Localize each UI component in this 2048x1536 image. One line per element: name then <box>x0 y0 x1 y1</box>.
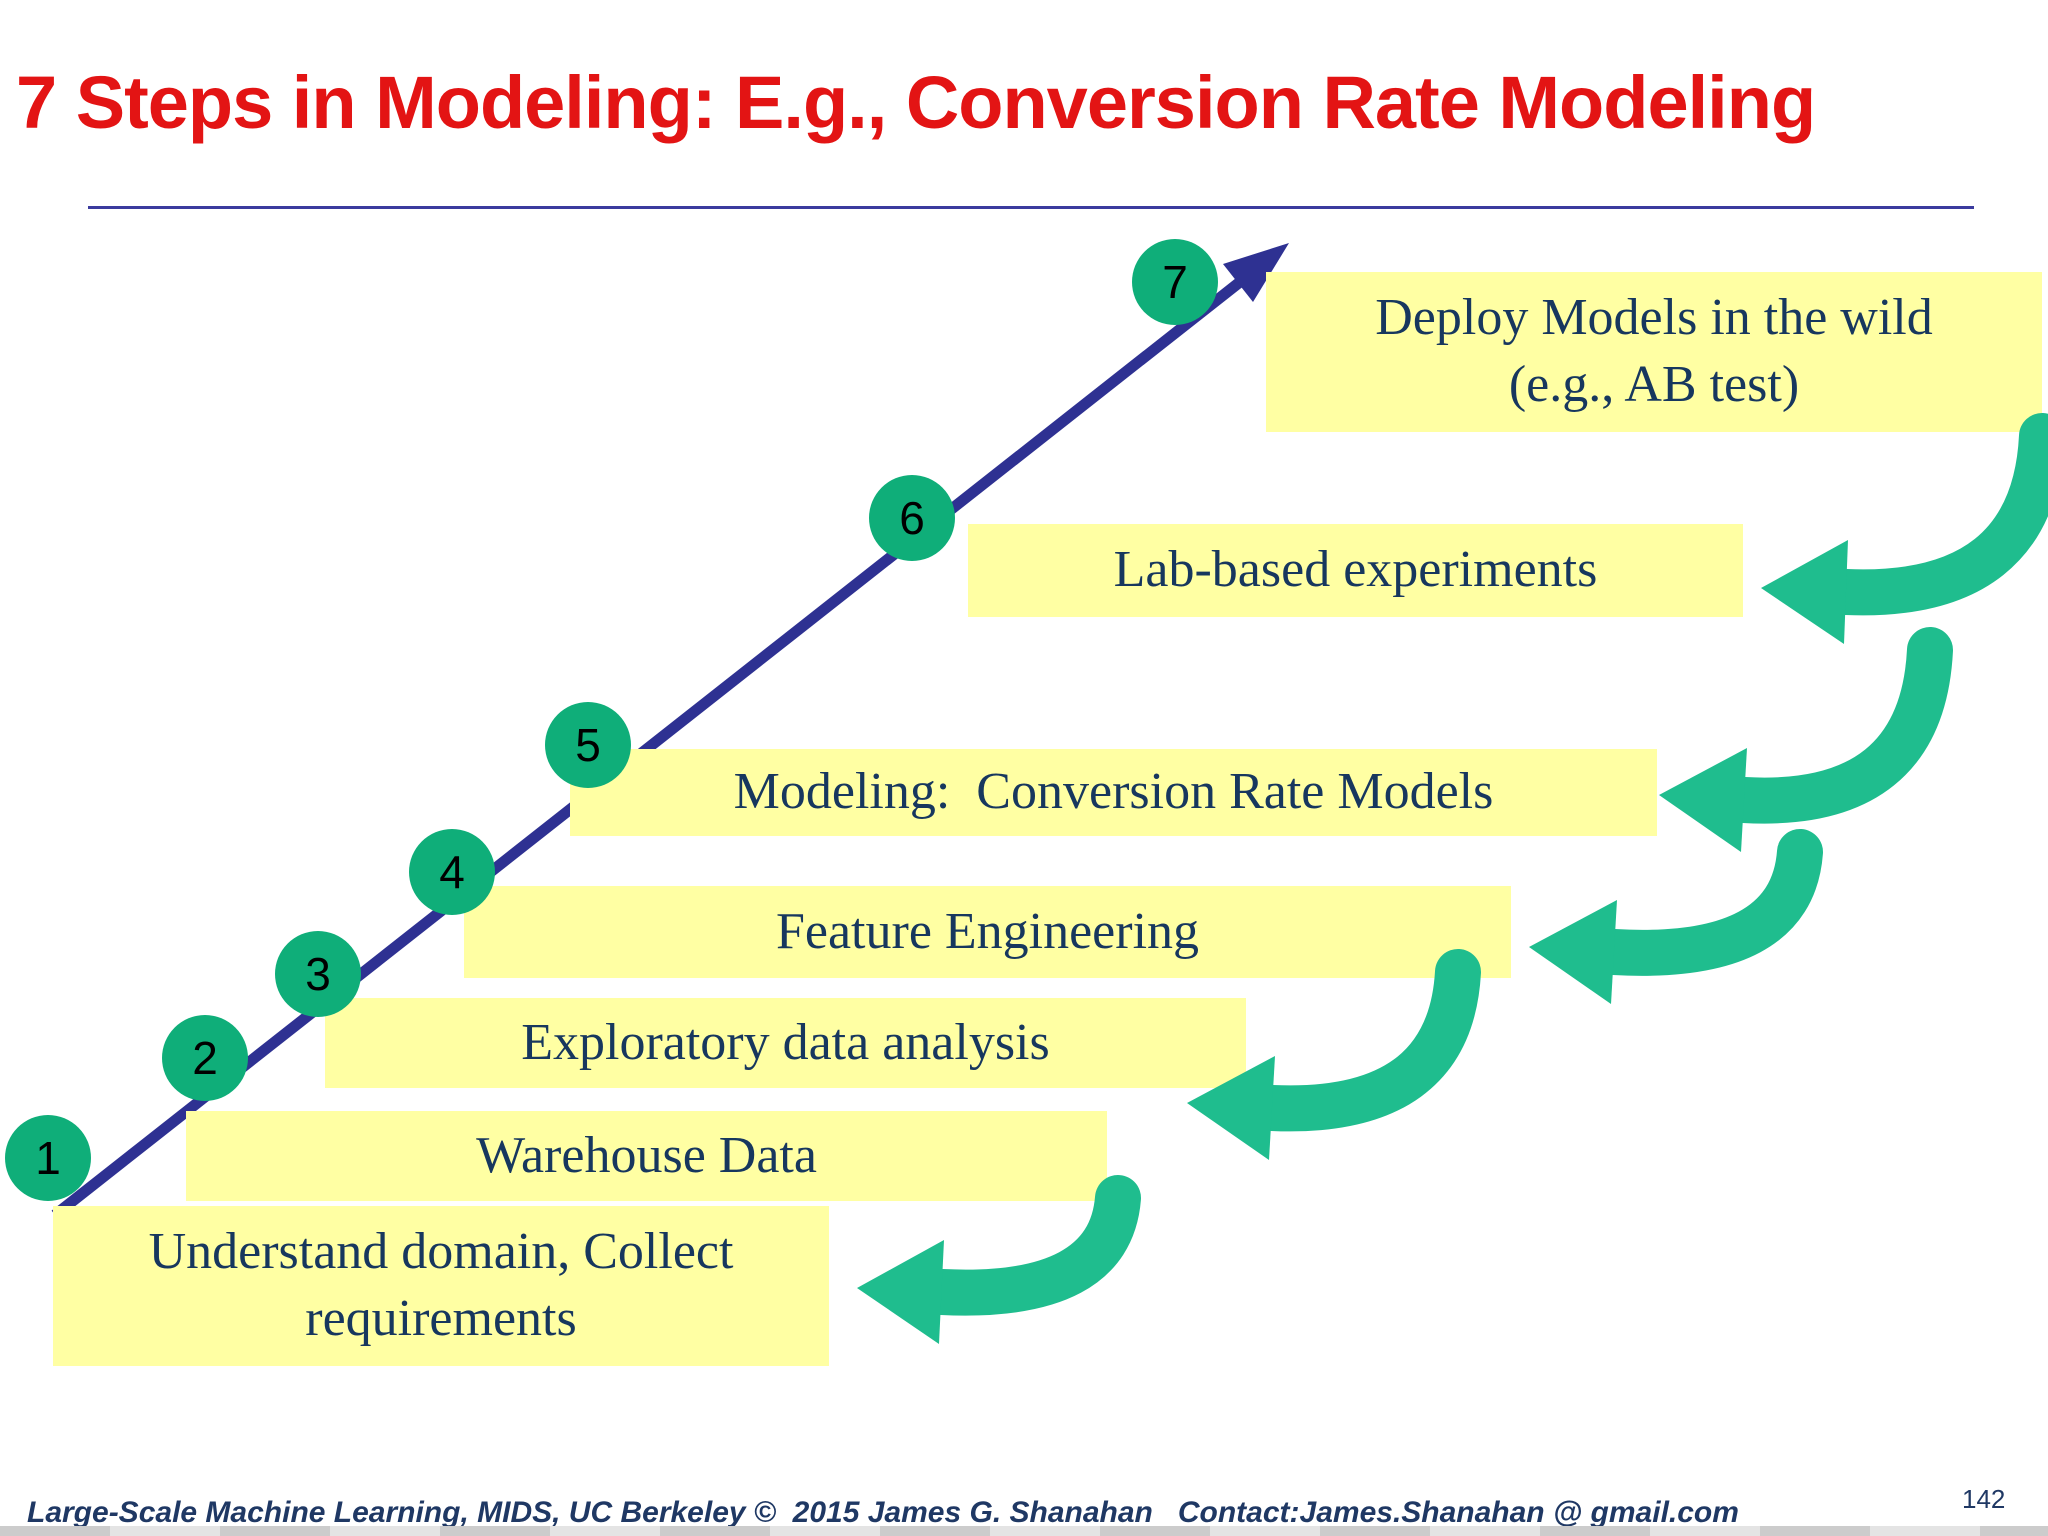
step-badge-number: 3 <box>305 948 331 1000</box>
step-badge-number: 6 <box>899 492 925 544</box>
step-box-deploy-models: Deploy Models in the wild (e.g., AB test… <box>1266 272 2042 432</box>
step-box-label: Feature Engineering <box>775 902 1200 960</box>
step-box-label: Exploratory data analysis <box>521 1013 1050 1071</box>
step-box-feature-engineering: Feature Engineering <box>464 886 1511 978</box>
step-box-modeling-conversion-rate-models: Modeling: Conversion Rate Models <box>570 749 1657 836</box>
page-title: 7 Steps in Modeling: E.g., Conversion Ra… <box>16 61 1816 144</box>
step-box-label: Lab-based experiments <box>1113 541 1598 599</box>
step-badge-number: 1 <box>35 1132 61 1184</box>
step-badge-number: 7 <box>1162 256 1188 308</box>
step-badge-number: 4 <box>439 846 465 898</box>
step-box-label: Deploy Models in the wild <box>1375 289 1933 347</box>
title-underline <box>88 206 1974 209</box>
step-badge-1: 1 <box>5 1115 91 1201</box>
step-badge-7: 7 <box>1132 239 1218 325</box>
step-badge-number: 2 <box>192 1032 218 1084</box>
step-badge-3: 3 <box>275 931 361 1017</box>
footer-credit: Large-Scale Machine Learning, MIDS, UC B… <box>27 1496 1739 1529</box>
step-badge-4: 4 <box>409 829 495 915</box>
step-badge-6: 6 <box>869 475 955 561</box>
step-box-warehouse-data: Warehouse Data <box>186 1111 1107 1201</box>
bottom-edge-strip <box>0 1526 2048 1536</box>
step-box-label: (e.g., AB test) <box>1508 356 1800 413</box>
curved-arrow-icon-to-understand-domain <box>857 1175 1141 1344</box>
step-badge-5: 5 <box>545 702 631 788</box>
step-badge-2: 2 <box>162 1015 248 1101</box>
curved-arrow-icon-to-lab-based-experiments <box>1761 413 2048 644</box>
step-box-label: Warehouse Data <box>476 1126 817 1184</box>
page-number: 142 <box>1962 1484 2006 1514</box>
step-box-understand-domain: Understand domain, Collect requirements <box>53 1206 829 1366</box>
step-box-label: Modeling: Conversion Rate Models <box>733 763 1494 821</box>
curved-arrow-icon-to-modeling <box>1659 627 1953 852</box>
step-box-label: Understand domain, Collect <box>148 1223 734 1281</box>
step-box-lab-based-experiments: Lab-based experiments <box>968 524 1743 617</box>
step-box-exploratory-data-analysis: Exploratory data analysis <box>325 998 1246 1088</box>
curved-arrow-icon-to-feature-engineering <box>1529 829 1823 1004</box>
step-box-label: requirements <box>305 1290 577 1347</box>
step-badge-number: 5 <box>575 719 601 771</box>
